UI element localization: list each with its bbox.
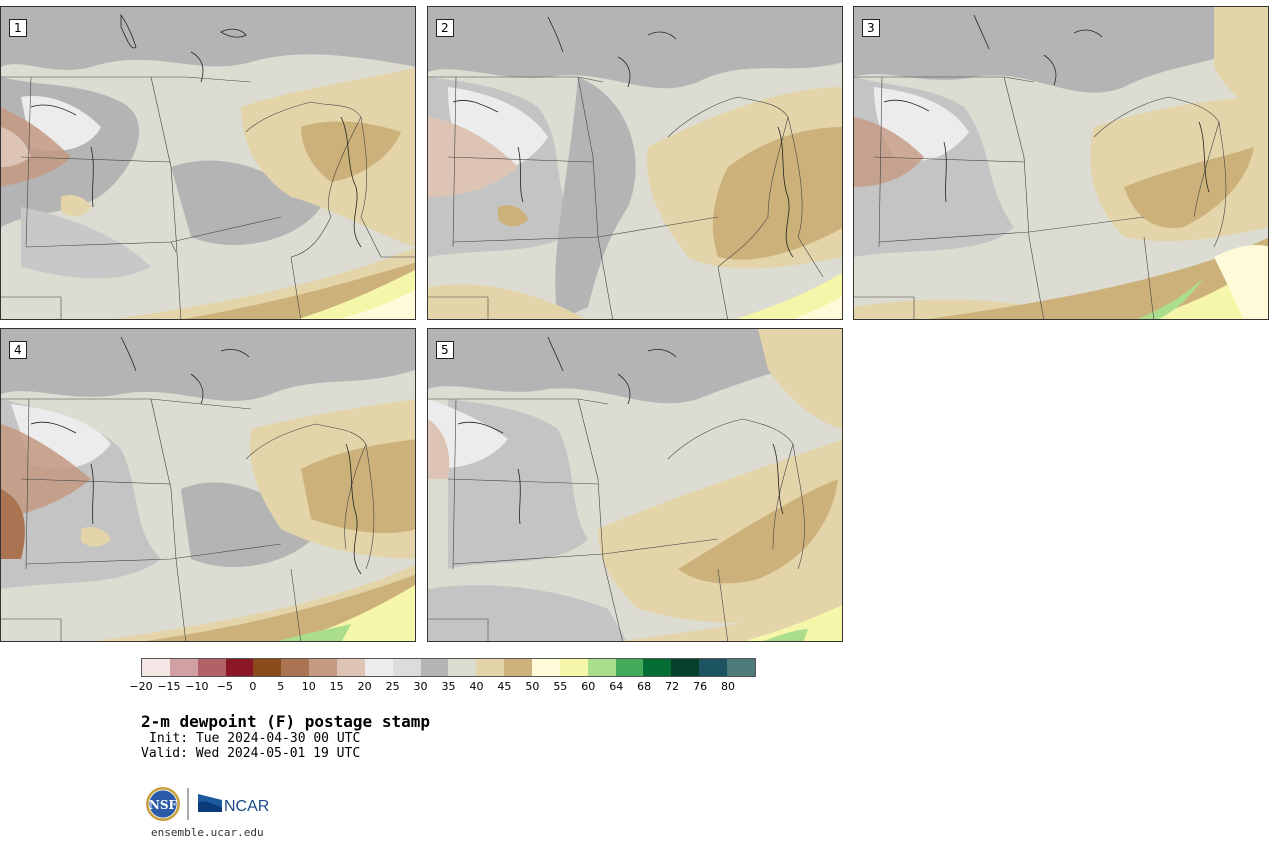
colorbar-tick-label: 72 bbox=[665, 680, 680, 693]
colorbar-tick-label: 10 bbox=[301, 680, 316, 693]
dewpoint-map bbox=[428, 7, 842, 319]
colorbar-swatch bbox=[169, 659, 198, 676]
panel-label: 2 bbox=[436, 19, 454, 37]
colorbar-tick-label: 76 bbox=[693, 680, 708, 693]
panel-label: 4 bbox=[9, 341, 27, 359]
valid-time: Valid: Wed 2024-05-01 19 UTC bbox=[141, 746, 361, 761]
colorbar-tick-label: 68 bbox=[637, 680, 652, 693]
map-panel-2: 2 bbox=[427, 6, 843, 320]
colorbar-tick-label: 30 bbox=[413, 680, 428, 693]
ncar-logo-icon: NCAR bbox=[198, 794, 269, 815]
colorbar-tick-label: 15 bbox=[329, 680, 344, 693]
colorbar-swatch bbox=[392, 659, 421, 676]
map-panel-5: 5 bbox=[427, 328, 843, 642]
dewpoint-map bbox=[1, 7, 415, 319]
colorbar-tick-label: −15 bbox=[157, 680, 181, 693]
colorbar-swatch bbox=[699, 659, 728, 676]
colorbar-tick-label: 0 bbox=[249, 680, 257, 693]
panel-label: 5 bbox=[436, 341, 454, 359]
colorbar-swatch bbox=[448, 659, 477, 676]
panel-label: 3 bbox=[862, 19, 880, 37]
colorbar-swatch bbox=[197, 659, 226, 676]
colorbar-swatch bbox=[671, 659, 700, 676]
colorbar-swatch bbox=[727, 659, 755, 676]
colorbar-tick-label: −5 bbox=[216, 680, 233, 693]
colorbar-swatch bbox=[142, 659, 170, 676]
colorbar-swatch bbox=[532, 659, 560, 676]
colorbar-tick-label: 35 bbox=[441, 680, 456, 693]
nsf-ncar-logos: NSF NCAR bbox=[146, 787, 269, 821]
colorbar-swatch bbox=[615, 659, 644, 676]
colorbar-swatch bbox=[364, 659, 393, 676]
nsf-logo-icon: NSF bbox=[146, 787, 180, 821]
dewpoint-map bbox=[1, 329, 415, 641]
colorbar-tick-label: 25 bbox=[385, 680, 400, 693]
colorbar-swatch bbox=[309, 659, 338, 676]
colorbar-tick-label: 5 bbox=[277, 680, 285, 693]
dewpoint-map bbox=[854, 7, 1268, 319]
colorbar-tick-label: 60 bbox=[581, 680, 596, 693]
footer-url[interactable]: ensemble.ucar.edu bbox=[151, 826, 264, 839]
nsf-logo-text: NSF bbox=[149, 798, 178, 812]
map-panel-4: 4 bbox=[0, 328, 416, 642]
colorbar-swatch bbox=[643, 659, 672, 676]
colorbar-swatch bbox=[420, 659, 449, 676]
colorbar-tick-label: 20 bbox=[357, 680, 372, 693]
colorbar-ticks: −20 −15 −10 −5 0 5 10 15 20 25 30 35 40 45 50 55 60 64 68 7… bbox=[129, 680, 756, 696]
colorbar-swatch bbox=[337, 659, 365, 676]
colorbar-tick-label: 64 bbox=[609, 680, 624, 693]
colorbar-tick-label: 45 bbox=[497, 680, 512, 693]
colorbar-swatch bbox=[253, 659, 282, 676]
panel-label: 1 bbox=[9, 19, 27, 37]
colorbar-swatch bbox=[281, 659, 310, 676]
map-panel-3: 3 bbox=[853, 6, 1269, 320]
colorbar-tick-label: −10 bbox=[185, 680, 209, 693]
ncar-logo-text: NCAR bbox=[224, 798, 269, 815]
init-time: Init: Tue 2024-04-30 00 UTC bbox=[149, 731, 361, 746]
colorbar-tick-label: 80 bbox=[721, 680, 736, 693]
colorbar-swatch bbox=[559, 659, 588, 676]
dewpoint-map bbox=[428, 329, 842, 641]
map-panel-1: 1 bbox=[0, 6, 416, 320]
colorbar-tick-label: −20 bbox=[129, 680, 153, 693]
colorbar-tick-label: 40 bbox=[469, 680, 484, 693]
colorbar-swatch bbox=[504, 659, 533, 676]
page-title: 2-m dewpoint (F) postage stamp bbox=[141, 712, 430, 731]
colorbar-swatch bbox=[476, 659, 505, 676]
colorbar-tick-label: 50 bbox=[525, 680, 540, 693]
colorbar-tick-label: 55 bbox=[553, 680, 568, 693]
colorbar bbox=[141, 658, 756, 677]
colorbar-swatch bbox=[225, 659, 254, 676]
colorbar-swatch bbox=[587, 659, 616, 676]
